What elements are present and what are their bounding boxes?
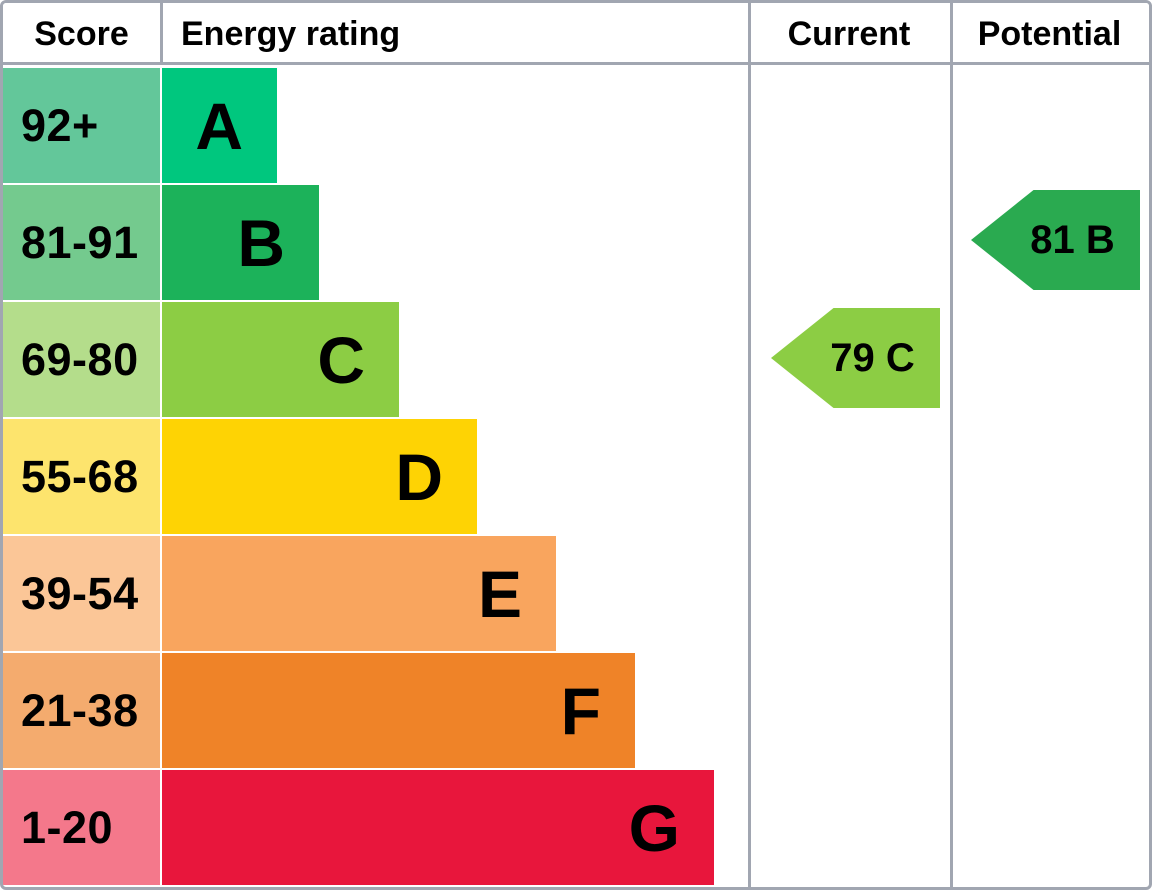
band-score-range: 1-20 (3, 770, 160, 885)
band-bar: D (162, 419, 477, 534)
band-score-range: 81-91 (3, 185, 160, 300)
band-score-range: 92+ (3, 68, 160, 183)
band-bar: C (162, 302, 399, 417)
divider-current-potential (950, 3, 953, 887)
current-rating-label: 79 C (830, 335, 915, 380)
band-bar: G (162, 770, 714, 885)
band-letter: C (317, 322, 365, 397)
header-score: Score (34, 15, 129, 53)
band-letter: F (560, 673, 601, 748)
band-bar: E (162, 536, 556, 651)
band-letter: G (628, 790, 680, 865)
potential-rating-label: 81 B (1030, 217, 1115, 262)
band-letter: E (477, 556, 522, 631)
band-bar: A (162, 68, 277, 183)
header-potential: Potential (977, 15, 1122, 53)
band-letter: A (195, 88, 243, 163)
divider-energy-current (748, 3, 751, 887)
band-score-range: 69-80 (3, 302, 160, 417)
band-score-range: 39-54 (3, 536, 160, 651)
band-bar: F (162, 653, 635, 768)
band-letter: D (395, 439, 443, 514)
band-score-range: 55-68 (3, 419, 160, 534)
band-row: 92+ A (3, 68, 1149, 185)
band-row: 69-80 C (3, 302, 1149, 419)
epc-header: Score Energy rating Current Potential (3, 3, 1149, 65)
band-row: 21-38 F (3, 653, 1149, 770)
band-row: 81-91 B (3, 185, 1149, 302)
band-letter: B (237, 205, 285, 280)
header-current: Current (787, 15, 911, 53)
band-row: 39-54 E (3, 536, 1149, 653)
band-bar: B (162, 185, 319, 300)
band-score-range: 21-38 (3, 653, 160, 768)
band-row: 1-20 G (3, 770, 1149, 887)
divider-score-energy (160, 3, 163, 65)
header-energy-rating: Energy rating (181, 15, 401, 53)
band-row: 55-68 D (3, 419, 1149, 536)
bands-container: 92+ A 81-91 B 69-80 C 55-68 D 39-54 E 21… (3, 68, 1149, 887)
